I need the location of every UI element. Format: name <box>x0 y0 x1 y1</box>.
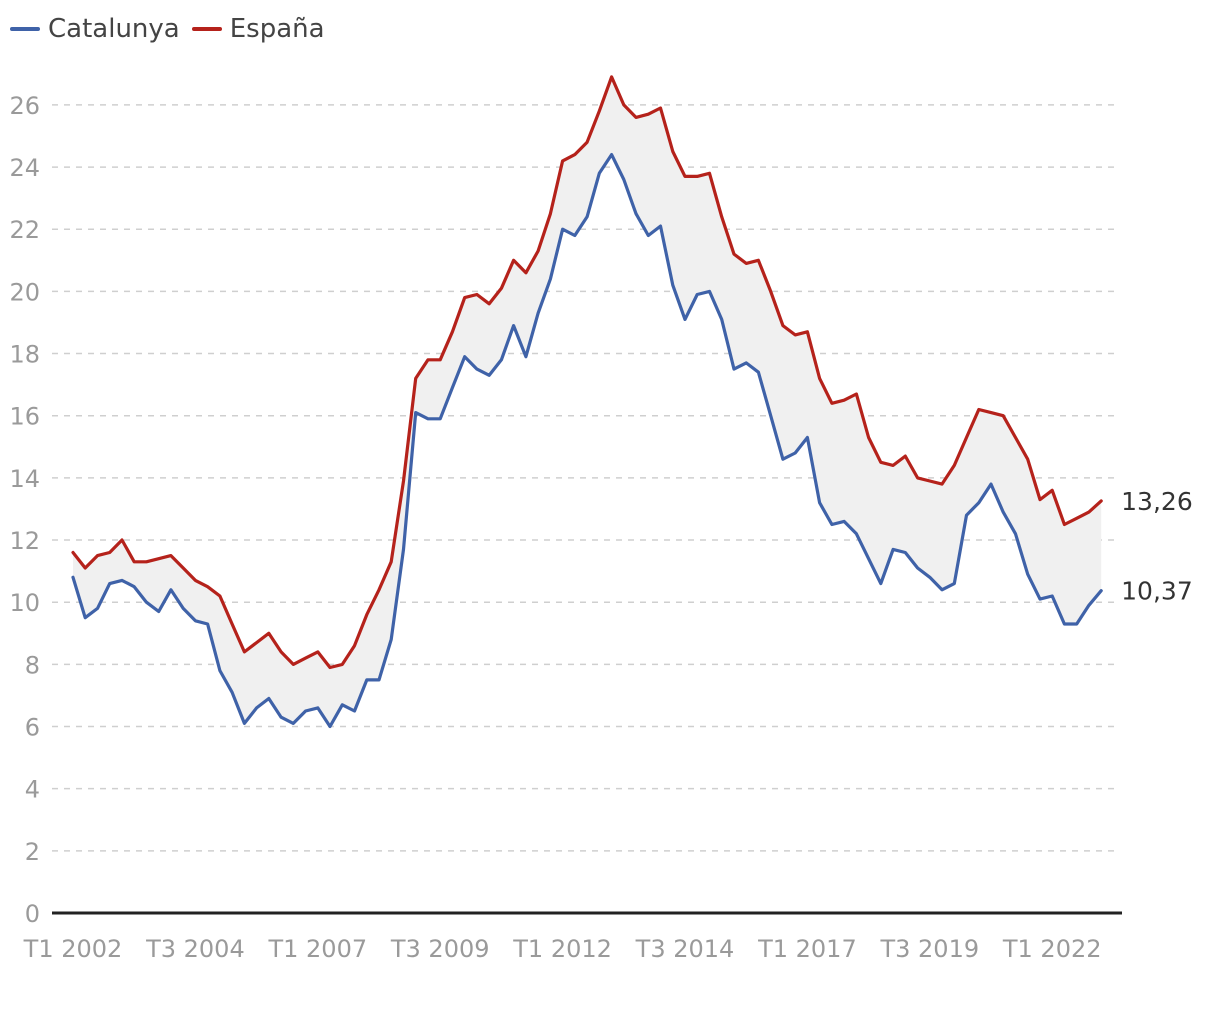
y-tick-label-0: 0 <box>25 900 40 928</box>
y-tick-label-16: 16 <box>9 403 40 431</box>
y-tick-label-18: 18 <box>9 341 40 369</box>
legend-item-catalunya: Catalunya <box>10 14 180 44</box>
legend-swatch-espana <box>191 27 222 31</box>
y-tick-label-8: 8 <box>25 651 40 679</box>
legend-label-catalunya: Catalunya <box>48 14 180 44</box>
x-tick-label-2: T1 2007 <box>267 935 367 963</box>
y-tick-label-4: 4 <box>25 776 40 804</box>
series-line-catalunya <box>71 153 1103 729</box>
x-tick-label-4: T1 2012 <box>512 935 612 963</box>
x-tick-label-5: T3 2014 <box>635 935 735 963</box>
y-tick-label-24: 24 <box>9 154 40 182</box>
legend: Catalunya España <box>10 14 337 44</box>
legend-label-espana: España <box>229 14 325 44</box>
end-label-catalunya: 10,37 <box>1121 577 1193 606</box>
y-tick-label-14: 14 <box>9 465 40 493</box>
x-tick-label-0: T1 2002 <box>23 935 123 963</box>
y-tick-label-6: 6 <box>25 714 40 742</box>
legend-item-espana: España <box>191 14 325 44</box>
series-line-espana <box>71 75 1103 670</box>
y-tick-label-26: 26 <box>9 92 40 120</box>
x-tick-label-6: T1 2017 <box>757 935 857 963</box>
y-tick-label-2: 2 <box>25 838 40 866</box>
x-tick-label-7: T3 2019 <box>879 935 979 963</box>
y-tick-label-12: 12 <box>9 527 40 555</box>
legend-swatch-catalunya <box>10 27 40 31</box>
y-tick-label-10: 10 <box>9 589 40 617</box>
x-tick-label-1: T3 2004 <box>145 935 245 963</box>
x-tick-label-8: T1 2022 <box>1002 935 1102 963</box>
end-label-espana: 13,26 <box>1121 487 1193 516</box>
y-tick-label-22: 22 <box>9 216 40 244</box>
gap-band <box>73 76 1102 727</box>
y-tick-label-20: 20 <box>9 278 40 306</box>
x-tick-label-3: T3 2009 <box>390 935 490 963</box>
